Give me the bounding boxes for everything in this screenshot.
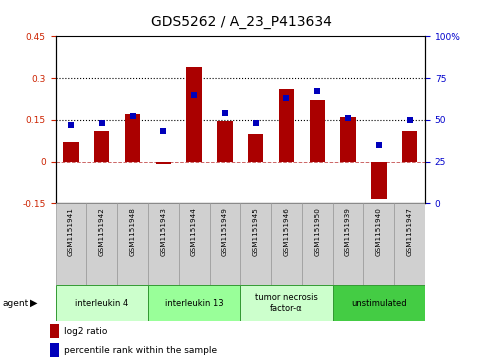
Text: GSM1151948: GSM1151948	[129, 207, 136, 256]
Point	[98, 120, 106, 126]
Point	[283, 95, 290, 101]
Point	[344, 115, 352, 121]
Bar	[302, 203, 333, 285]
Point	[375, 142, 383, 148]
Point	[406, 117, 413, 123]
Text: interleukin 13: interleukin 13	[165, 299, 224, 307]
Point	[190, 92, 198, 98]
Bar	[333, 203, 364, 285]
Bar	[402, 131, 417, 162]
Bar	[148, 285, 241, 321]
Bar	[240, 203, 271, 285]
Text: GSM1151947: GSM1151947	[407, 207, 412, 256]
Point	[159, 129, 167, 134]
Text: GSM1151941: GSM1151941	[68, 207, 74, 256]
Text: GSM1151945: GSM1151945	[253, 207, 259, 256]
Text: log2 ratio: log2 ratio	[64, 327, 108, 336]
Bar	[50, 324, 59, 338]
Bar	[271, 203, 302, 285]
Text: tumor necrosis
factor-α: tumor necrosis factor-α	[255, 293, 318, 313]
Point	[67, 122, 75, 128]
Text: GSM1151950: GSM1151950	[314, 207, 320, 256]
Bar	[394, 203, 425, 285]
Point	[128, 114, 136, 119]
Text: interleukin 4: interleukin 4	[75, 299, 128, 307]
Bar	[179, 203, 210, 285]
Bar	[186, 67, 202, 162]
Bar	[248, 134, 263, 162]
Bar	[56, 203, 86, 285]
Text: GSM1151944: GSM1151944	[191, 207, 197, 256]
Bar	[50, 343, 59, 358]
Bar	[333, 285, 425, 321]
Bar	[63, 142, 79, 162]
Bar	[210, 203, 240, 285]
Text: GSM1151946: GSM1151946	[284, 207, 289, 256]
Bar	[279, 89, 294, 162]
Bar	[364, 203, 394, 285]
Bar	[148, 203, 179, 285]
Bar	[156, 162, 171, 164]
Bar	[240, 285, 333, 321]
Text: ▶: ▶	[30, 298, 38, 308]
Bar	[86, 203, 117, 285]
Bar	[94, 131, 110, 162]
Point	[252, 120, 259, 126]
Bar	[56, 285, 148, 321]
Bar	[125, 114, 140, 162]
Text: GDS5262 / A_23_P413634: GDS5262 / A_23_P413634	[151, 15, 332, 29]
Bar	[341, 117, 356, 162]
Point	[221, 110, 229, 116]
Text: unstimulated: unstimulated	[351, 299, 407, 307]
Text: agent: agent	[2, 299, 28, 307]
Text: percentile rank within the sample: percentile rank within the sample	[64, 346, 217, 355]
Text: GSM1151942: GSM1151942	[99, 207, 105, 256]
Bar	[310, 100, 325, 162]
Text: GSM1151949: GSM1151949	[222, 207, 228, 256]
Point	[313, 89, 321, 94]
Bar	[117, 203, 148, 285]
Text: GSM1151940: GSM1151940	[376, 207, 382, 256]
Text: GSM1151943: GSM1151943	[160, 207, 166, 256]
Text: GSM1151939: GSM1151939	[345, 207, 351, 256]
Bar	[217, 121, 233, 162]
Bar	[371, 162, 386, 199]
